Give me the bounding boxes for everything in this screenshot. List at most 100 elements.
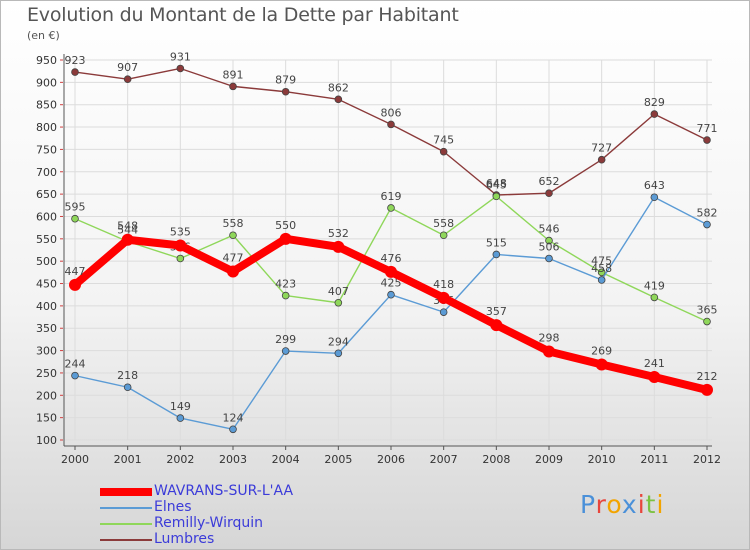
logo-letter: r	[595, 490, 607, 519]
data-label: 506	[539, 240, 560, 253]
data-label: 476	[381, 252, 402, 265]
data-label: 269	[591, 344, 612, 357]
x-tick-label: 2007	[430, 453, 458, 466]
y-tick-label: 750	[36, 143, 57, 156]
data-point	[334, 298, 343, 307]
data-point	[176, 254, 185, 263]
data-point	[334, 349, 343, 358]
data-label: 407	[328, 285, 349, 298]
data-label: 419	[644, 279, 665, 292]
data-label: 546	[539, 223, 560, 236]
x-tick-label: 2001	[114, 453, 142, 466]
data-label: 418	[433, 278, 454, 291]
data-point	[174, 239, 187, 252]
x-tick-label: 2004	[272, 453, 300, 466]
data-label: 299	[275, 333, 296, 346]
data-label: 477	[223, 251, 244, 264]
data-label: 244	[65, 358, 86, 371]
x-tick-label: 2010	[588, 453, 616, 466]
data-label: 447	[65, 265, 86, 278]
data-label: 582	[697, 207, 718, 220]
y-tick-label: 450	[36, 278, 57, 291]
data-point	[701, 383, 713, 396]
data-label: 806	[381, 106, 402, 119]
data-point	[229, 82, 237, 91]
chart-title: Evolution du Montant de la Dette par Hab…	[27, 4, 459, 26]
legend-label: Lumbres	[154, 531, 215, 547]
logo-letter: x	[621, 490, 638, 519]
data-label: 357	[486, 305, 507, 318]
data-point	[121, 233, 134, 246]
data-point	[597, 276, 606, 284]
data-point	[332, 240, 345, 253]
data-point	[281, 291, 290, 300]
data-point	[437, 291, 450, 304]
y-tick-label: 500	[36, 255, 57, 268]
data-point	[492, 192, 501, 201]
data-point	[490, 319, 503, 332]
data-label: 645	[486, 178, 507, 191]
data-point	[545, 254, 553, 263]
y-tick-label: 200	[36, 389, 57, 402]
data-point	[439, 231, 448, 240]
data-point	[71, 371, 79, 380]
data-point	[595, 358, 608, 371]
data-label: 595	[65, 201, 86, 214]
data-label: 907	[117, 61, 138, 74]
x-tick-label: 2012	[693, 453, 721, 466]
data-point	[123, 75, 132, 84]
data-point	[334, 95, 343, 104]
data-label: 218	[117, 369, 138, 382]
data-label: 745	[433, 134, 454, 147]
data-point	[650, 293, 659, 302]
y-tick-label: 350	[36, 322, 57, 335]
data-label: 829	[644, 96, 665, 109]
data-label: 241	[644, 357, 665, 370]
data-point	[650, 110, 659, 118]
data-point	[597, 155, 606, 164]
data-label: 365	[697, 304, 718, 317]
legend-swatch	[100, 507, 152, 509]
data-point	[492, 250, 501, 259]
data-point	[650, 193, 659, 202]
data-point	[387, 120, 395, 129]
data-label: 149	[170, 400, 191, 413]
data-label: 931	[170, 50, 191, 63]
data-label: 535	[170, 226, 191, 239]
x-tick-label: 2006	[377, 453, 405, 466]
legend-label: Remilly-Wirquin	[154, 515, 263, 531]
legend-label: WAVRANS-SUR-L'AA	[154, 483, 294, 499]
data-point	[123, 383, 132, 392]
data-label: 879	[275, 74, 296, 87]
x-tick-label: 2002	[166, 453, 194, 466]
y-tick-label: 600	[36, 210, 57, 223]
y-tick-label: 100	[36, 434, 57, 447]
data-label: 475	[591, 254, 612, 267]
data-point	[69, 278, 81, 291]
y-tick-label: 850	[36, 99, 57, 112]
chart-subtitle: (en €)	[27, 29, 60, 42]
data-point	[281, 87, 290, 96]
data-point	[387, 290, 395, 299]
data-point	[229, 425, 237, 434]
data-label: 862	[328, 81, 349, 94]
data-point	[703, 317, 711, 326]
data-point	[387, 204, 395, 212]
data-point	[279, 232, 292, 245]
data-label: 515	[486, 236, 507, 249]
data-point	[543, 345, 555, 358]
y-tick-label: 250	[36, 367, 57, 380]
data-point	[176, 64, 185, 73]
data-point	[597, 268, 606, 277]
logo-letter: i	[637, 490, 646, 519]
data-label: 558	[223, 217, 244, 230]
legend-swatch	[100, 539, 152, 541]
legend-label: Elnes	[154, 499, 192, 515]
data-label: 771	[697, 122, 718, 135]
proxiti-logo: Proxiti	[580, 490, 664, 519]
data-label: 619	[381, 190, 402, 203]
data-label: 648	[486, 177, 507, 190]
y-tick-label: 900	[36, 76, 57, 89]
data-label: 124	[223, 411, 244, 424]
